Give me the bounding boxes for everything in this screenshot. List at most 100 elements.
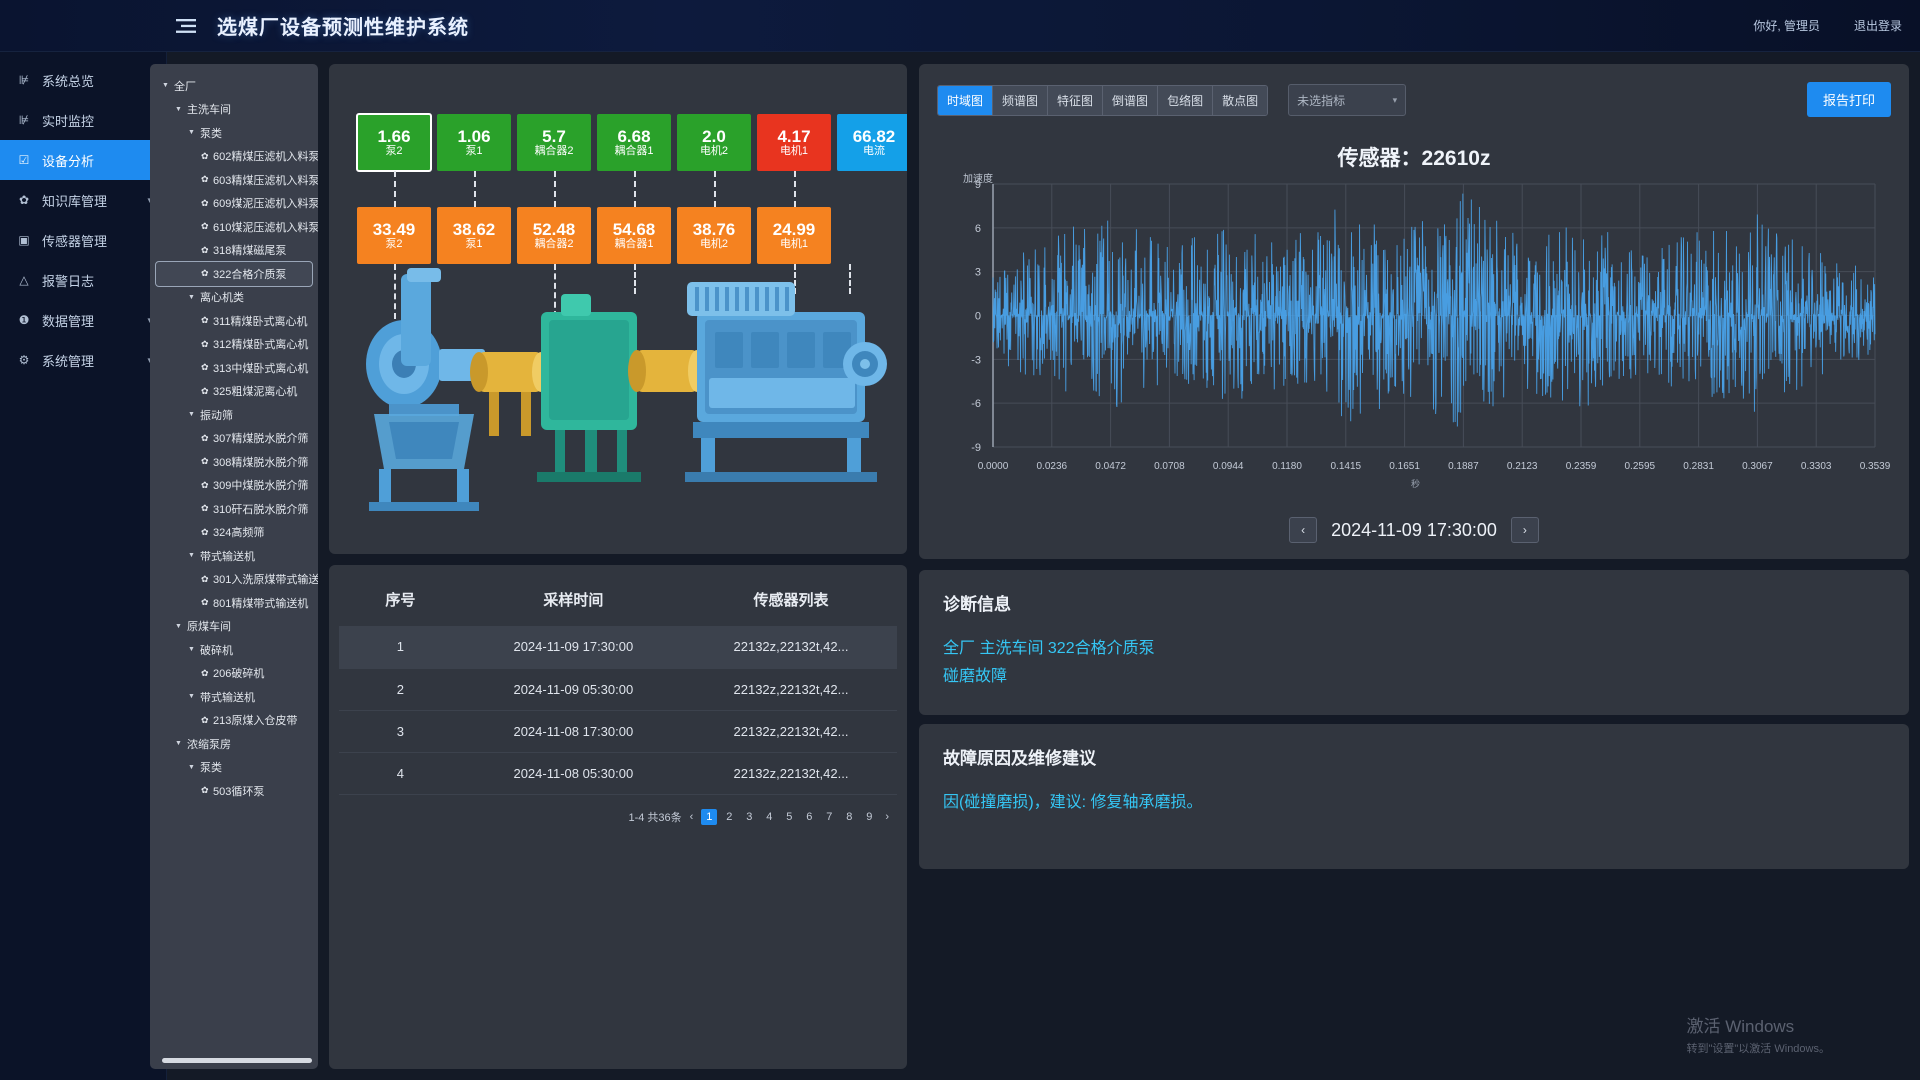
measurement-card[interactable]: 1.06 泵1: [437, 114, 511, 171]
measurement-card[interactable]: 5.7 耦合器2: [517, 114, 591, 171]
measurement-card[interactable]: 4.17 电机1: [757, 114, 831, 171]
tree-branch-node[interactable]: ▼ 原煤车间: [156, 615, 312, 639]
measurement-card[interactable]: 24.99 电机1: [757, 207, 831, 264]
next-sample-button[interactable]: ›: [1510, 517, 1539, 543]
chart-tab[interactable]: 时域图: [938, 85, 994, 115]
chevron-down-icon[interactable]: ▼: [188, 411, 195, 419]
sidebar-item-0[interactable]: ⊯ 系统总览: [0, 60, 166, 100]
tree-leaf-node[interactable]: ✿ 610煤泥压滤机入料泵: [156, 215, 318, 239]
tree-branch-node[interactable]: ▼ 主洗车间: [156, 98, 312, 122]
tree-branch-node[interactable]: ▼ 带式输送机: [156, 685, 312, 709]
tree-leaf-node[interactable]: ✿ 313中煤卧式离心机: [156, 356, 312, 380]
sidebar-item-1[interactable]: ⊯ 实时监控: [0, 100, 166, 140]
pagination-page[interactable]: 8: [846, 810, 853, 823]
tree-branch-node[interactable]: ▼ 破碎机: [156, 638, 312, 662]
tree-leaf-node[interactable]: ✿ 801精煤带式输送机: [156, 591, 312, 615]
measurement-card[interactable]: 52.48 耦合器2: [517, 207, 591, 264]
pagination-next[interactable]: ›: [885, 810, 889, 823]
measurement-card[interactable]: 6.68 耦合器1: [597, 114, 671, 171]
tree-leaf-node[interactable]: ✿ 603精煤压滤机入料泵: [156, 168, 318, 192]
chevron-down-icon[interactable]: ▼: [175, 740, 182, 748]
chart-tab[interactable]: 频谱图: [993, 85, 1049, 115]
measurement-card[interactable]: 1.66 泵2: [356, 113, 432, 172]
chevron-down-icon[interactable]: ▼: [188, 552, 195, 560]
tree-branch-node[interactable]: ▼ 振动筛: [156, 403, 312, 427]
tree-branch-node[interactable]: ▼ 全厂: [156, 74, 312, 98]
sidebar-item-4[interactable]: ▣ 传感器管理: [0, 220, 166, 260]
tree-branch-node[interactable]: ▼ 离心机类: [156, 286, 312, 310]
hamburger-menu-icon[interactable]: [173, 13, 199, 39]
sidebar-item-label: 报警日志: [42, 273, 95, 289]
tree-leaf-node[interactable]: ✿ 213原煤入仓皮带: [156, 709, 312, 733]
chevron-down-icon[interactable]: ▼: [162, 82, 169, 90]
tree-leaf-node[interactable]: ✿ 503循环泵: [156, 779, 312, 803]
tree-horizontal-scrollbar[interactable]: [162, 1058, 312, 1063]
chevron-down-icon[interactable]: ▼: [188, 693, 195, 701]
pagination-page[interactable]: 1: [701, 808, 718, 825]
table-row[interactable]: 1 2024-11-09 17:30:00 22132z,22132t,42...: [339, 626, 897, 669]
chevron-down-icon[interactable]: ▼: [188, 646, 195, 654]
tree-branch-node[interactable]: ▼ 泵类: [156, 756, 312, 780]
pagination-page[interactable]: 5: [786, 810, 793, 823]
tree-branch-node[interactable]: ▼ 带式输送机: [156, 544, 312, 568]
prev-sample-button[interactable]: ‹: [1289, 517, 1318, 543]
table-row[interactable]: 4 2024-11-08 05:30:00 22132z,22132t,42...: [339, 752, 897, 795]
tree-leaf-node[interactable]: ✿ 311精煤卧式离心机: [156, 309, 312, 333]
chart-tab[interactable]: 散点图: [1213, 85, 1268, 115]
tree-leaf-node[interactable]: ✿ 324高频筛: [156, 521, 312, 545]
tree-leaf-node[interactable]: ✿ 206破碎机: [156, 662, 312, 686]
logout-link[interactable]: 退出登录: [1853, 19, 1902, 33]
sidebar-item-3[interactable]: ✿ 知识库管理 ▾: [0, 180, 166, 220]
tree-leaf-node[interactable]: ✿ 322合格介质泵: [155, 261, 313, 287]
pagination-page[interactable]: 9: [866, 810, 873, 823]
svg-text:0.0472: 0.0472: [1095, 461, 1126, 472]
tree-branch-node[interactable]: ▼ 泵类: [156, 121, 312, 145]
sidebar-item-5[interactable]: △ 报警日志: [0, 260, 166, 300]
table-row[interactable]: 2 2024-11-09 05:30:00 22132z,22132t,42...: [339, 668, 897, 711]
gear-icon: ✿: [201, 526, 209, 537]
tree-branch-node[interactable]: ▼ 浓缩泵房: [156, 732, 312, 756]
tree-leaf-node[interactable]: ✿ 318精煤磁尾泵: [156, 239, 312, 263]
chevron-down-icon[interactable]: ▼: [175, 622, 182, 630]
tree-leaf-node[interactable]: ✿ 325粗煤泥离心机: [156, 380, 312, 404]
chevron-down-icon[interactable]: ▼: [175, 105, 182, 113]
pagination-page[interactable]: 6: [806, 810, 813, 823]
pagination-page[interactable]: 2: [726, 810, 733, 823]
tree-leaf-node[interactable]: ✿ 312精煤卧式离心机: [156, 333, 312, 357]
tree-leaf-node[interactable]: ✿ 609煤泥压滤机入料泵: [156, 192, 318, 216]
measurement-card[interactable]: 38.76 电机2: [677, 207, 751, 264]
tree-leaf-node[interactable]: ✿ 309中煤脱水脱介筛: [156, 474, 312, 498]
leader-line: [394, 264, 396, 319]
sidebar-item-6[interactable]: ❶ 数据管理 ▾: [0, 300, 166, 340]
chart-tab[interactable]: 倒谱图: [1103, 85, 1159, 115]
tree-leaf-node[interactable]: ✿ 307精煤脱水脱介筛: [156, 427, 312, 451]
pagination-page[interactable]: 7: [826, 810, 833, 823]
measurement-value: 38.76: [692, 220, 736, 239]
measurement-card[interactable]: 2.0 电机2: [677, 114, 751, 171]
measurement-card[interactable]: 54.68 耦合器1: [597, 207, 671, 264]
table-row[interactable]: 3 2024-11-08 17:30:00 22132z,22132t,42...: [339, 710, 897, 753]
measurement-card-row-top: 1.66 泵2 1.06 泵1 5.7 耦合器2 6.68 耦合器1 2.0 电机2 4.17 电机1…: [356, 113, 907, 172]
chart-tab[interactable]: 特征图: [1048, 85, 1104, 115]
sensor-title: 传感器：22610z: [1337, 147, 1491, 170]
tree-leaf-node[interactable]: ✿ 308精煤脱水脱介筛: [156, 450, 312, 474]
chevron-down-icon[interactable]: ▼: [188, 763, 195, 771]
metric-select-input[interactable]: 未选指标 ▾: [1288, 84, 1407, 116]
print-report-button[interactable]: 报告打印: [1806, 82, 1891, 117]
tree-leaf-node[interactable]: ✿ 602精煤压滤机入料泵: [156, 145, 318, 169]
measurement-card[interactable]: 38.62 泵1: [437, 207, 511, 264]
measurement-card[interactable]: 33.49 泵2: [357, 207, 431, 264]
sidebar-item-2[interactable]: ☑ 设备分析: [0, 140, 166, 180]
measurement-value: 4.17: [777, 127, 811, 146]
measurement-card[interactable]: 66.82 电流: [837, 114, 907, 171]
pagination-prev[interactable]: ‹: [689, 810, 694, 823]
chart-tab[interactable]: 包络图: [1158, 85, 1214, 115]
pagination-page[interactable]: 3: [746, 810, 753, 823]
sidebar-item-7[interactable]: ⚙ 系统管理 ▾: [0, 340, 166, 380]
tree-leaf-node[interactable]: ✿ 310矸石脱水脱介筛: [156, 497, 312, 521]
chevron-down-icon[interactable]: ▼: [188, 293, 195, 301]
tree-leaf-node[interactable]: ✿ 301入洗原煤带式输送机: [156, 568, 318, 592]
chevron-down-icon[interactable]: ▼: [188, 129, 195, 137]
pagination-page[interactable]: 4: [766, 810, 773, 823]
